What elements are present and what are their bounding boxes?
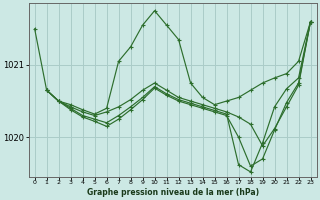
X-axis label: Graphe pression niveau de la mer (hPa): Graphe pression niveau de la mer (hPa) [86, 188, 259, 197]
